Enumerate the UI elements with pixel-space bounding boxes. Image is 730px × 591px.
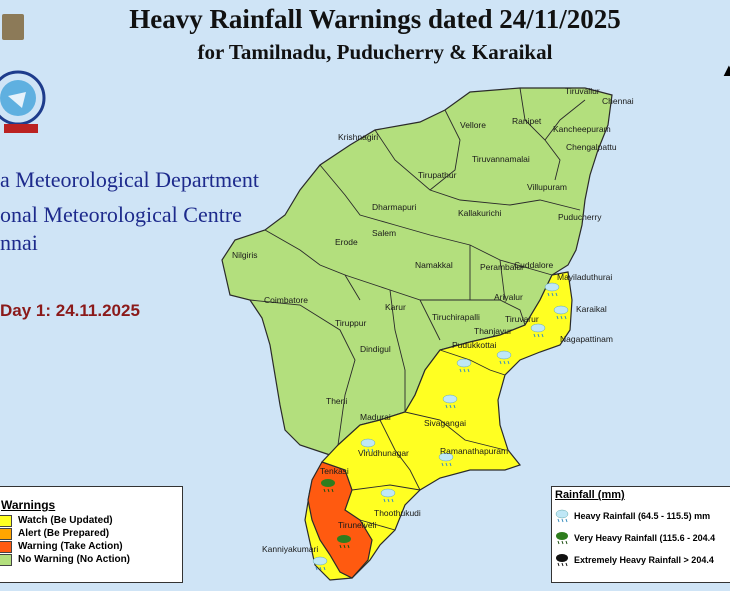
district-label-kancheepuram: Kancheepuram xyxy=(553,124,611,134)
district-label-thoothukudi: Thoothukudi xyxy=(374,508,421,518)
district-label-pudukkottai: Pudukkottai xyxy=(452,340,497,350)
map-title: Heavy Rainfall Warnings dated 24/11/2025 xyxy=(129,4,621,34)
district-label-cuddalore: Cuddalore xyxy=(514,260,553,270)
legend-item-alert: Alert (Be Prepared) xyxy=(0,527,182,540)
legend-item-very-heavy: Very Heavy Rainfall (115.6 - 204.4 xyxy=(552,527,730,549)
cloud-rain-light-icon xyxy=(360,438,376,453)
district-label-tiruvallur: Tiruvallur xyxy=(565,86,600,96)
swatch-watch xyxy=(0,514,12,527)
org-line-2: onal Meteorological Centre xyxy=(0,202,242,227)
district-label-dharmapuri: Dharmapuri xyxy=(372,202,417,212)
district-label-tiruchirapalli: Tiruchirapalli xyxy=(432,312,480,322)
cloud-rain-light-icon xyxy=(438,452,454,467)
district-label-salem: Salem xyxy=(372,228,396,238)
swatch-no-warning xyxy=(0,553,12,566)
org-line-1: a Meteorological Department xyxy=(0,167,260,192)
map-subtitle: for Tamilnadu, Puducherry & Karaikal xyxy=(197,40,553,64)
rainfall-legend-title: Rainfall (mm) xyxy=(555,489,625,501)
north-arrow-icon: ▲ xyxy=(720,60,730,80)
cloud-rain-light-icon xyxy=(555,509,569,523)
district-label-thanjavur: Thanjavur xyxy=(474,326,512,336)
forecast-day-label: Day 1: 24.11.2025 xyxy=(0,301,140,320)
district-label-tiruppur: Tiruppur xyxy=(335,318,367,328)
district-label-madurai: Madurai xyxy=(360,412,391,422)
legend-item-heavy: Heavy Rainfall (64.5 - 115.5) mm xyxy=(552,505,730,527)
cloud-rain-light-icon xyxy=(544,282,560,297)
district-label-namakkal: Namakkal xyxy=(415,260,453,270)
district-label-puducherry: Puducherry xyxy=(558,212,602,222)
district-label-tiruvarur: Tiruvarur xyxy=(505,314,539,324)
district-label-tirunelveli: Tirunelveli xyxy=(338,520,377,530)
rain-icons xyxy=(312,282,569,571)
swatch-warning xyxy=(0,540,12,553)
district-label-ranipet: Ranipet xyxy=(512,116,542,126)
district-label-theni: Theni xyxy=(326,396,347,406)
district-label-dindigul: Dindigul xyxy=(360,344,391,354)
org-line-3: nnai xyxy=(0,230,38,255)
imd-logo xyxy=(0,14,46,133)
district-label-tiruvannamalai: Tiruvannamalai xyxy=(472,154,530,164)
district-label-tirupathur: Tirupathur xyxy=(418,170,457,180)
district-label-kanniyakumari: Kanniyakumari xyxy=(262,544,318,554)
cloud-rain-black-icon xyxy=(556,554,568,567)
cloud-rain-light-icon xyxy=(496,350,512,365)
district-borders xyxy=(249,87,586,531)
cloud-rain-light-icon xyxy=(312,556,328,571)
legend-item-extremely-heavy: Extremely Heavy Rainfall > 204.4 xyxy=(552,549,730,571)
cloud-rain-green-icon xyxy=(556,532,568,545)
district-label-virudhunagar: Virudhunagar xyxy=(358,448,409,458)
legend-item-watch: Watch (Be Updated) xyxy=(0,514,182,527)
cloud-rain-light-icon xyxy=(553,305,569,320)
cloud-rain-light-icon xyxy=(380,488,396,503)
district-label-coimbatore: Coimbatore xyxy=(264,295,308,305)
rainfall-legend: Rainfall (mm) Heavy Rainfall (64.5 - 115… xyxy=(551,486,730,583)
district-label-nilgiris: Nilgiris xyxy=(232,250,258,260)
swatch-alert xyxy=(0,527,12,540)
district-label-ramanathapuram: Ramanathapuram xyxy=(440,446,508,456)
region-warning xyxy=(307,461,373,579)
warning-legend-title: Warnings xyxy=(1,498,56,512)
district-label-karaikal: Karaikal xyxy=(576,304,607,314)
district-label-chennai: Chennai xyxy=(602,96,634,106)
district-label-villupuram: Villupuram xyxy=(527,182,567,192)
cloud-rain-light-icon xyxy=(442,394,458,409)
warning-legend: Warnings Watch (Be Updated) Alert (Be Pr… xyxy=(0,486,183,583)
district-label-chengalpattu: Chengalpattu xyxy=(566,142,617,152)
district-label-kallakurichi: Kallakurichi xyxy=(458,208,502,218)
district-label-perambalur: Perambalur xyxy=(480,262,524,272)
region-watch xyxy=(304,271,573,581)
district-label-tenkasi: Tenkasi xyxy=(320,466,349,476)
cloud-rain-light-icon xyxy=(530,323,546,338)
district-label-vellore: Vellore xyxy=(460,120,486,130)
district-label-ariyalur: Ariyalur xyxy=(494,292,523,302)
district-label-krishnagiri: Krishnagiri xyxy=(338,132,378,142)
district-label-nagapattinam: Nagapattinam xyxy=(560,334,613,344)
legend-item-no-warning: No Warning (No Action) xyxy=(0,553,182,566)
cloud-rain-green-icon xyxy=(321,479,335,493)
cloud-rain-green-icon xyxy=(337,535,351,549)
district-label-karur: Karur xyxy=(385,302,406,312)
legend-item-warning: Warning (Take Action) xyxy=(0,540,182,553)
district-label-sivagangai: Sivagangai xyxy=(424,418,466,428)
district-label-mayiladuthurai: Mayiladuthurai xyxy=(557,272,612,282)
cloud-rain-light-icon xyxy=(456,358,472,373)
district-label-erode: Erode xyxy=(335,237,358,247)
